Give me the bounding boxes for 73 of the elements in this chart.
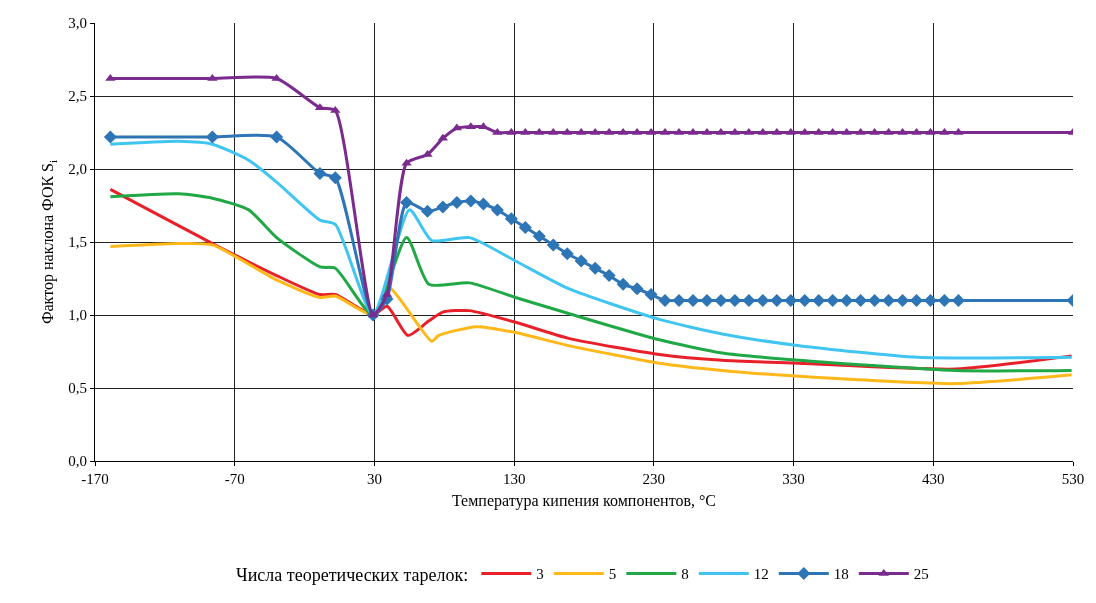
point [700, 293, 714, 307]
legend-title: Числа теоретических тарелок: [236, 564, 469, 585]
point [103, 130, 117, 144]
x-tick-label: 530 [1061, 471, 1085, 487]
x-tick-label: 230 [642, 471, 666, 487]
point [630, 282, 644, 296]
legend-label: 8 [681, 566, 689, 583]
point [812, 293, 826, 307]
point [602, 269, 616, 283]
point [490, 203, 504, 217]
y-tick-label: 0,5 [68, 380, 87, 397]
y-tick-label: 2,5 [68, 88, 87, 105]
x-tick-label: 130 [502, 471, 526, 487]
point [742, 293, 756, 307]
legend-label: 25 [913, 566, 929, 583]
point [546, 238, 560, 252]
point [937, 293, 951, 307]
x-tick-label: 30 [366, 471, 382, 487]
x-tick-label: 430 [922, 471, 945, 487]
point [896, 293, 910, 307]
point [421, 204, 435, 218]
point [784, 293, 798, 307]
x-tick-label: -170 [81, 471, 109, 487]
point [532, 229, 546, 243]
point [910, 293, 924, 307]
legend-label: 12 [753, 566, 769, 583]
line-series [108, 241, 1073, 386]
point [476, 197, 490, 211]
point [798, 293, 812, 307]
point [207, 73, 218, 81]
point [882, 293, 896, 307]
point [560, 247, 574, 261]
point [588, 261, 602, 275]
x-tick-label: -70 [224, 471, 245, 487]
point [436, 200, 450, 214]
point [504, 212, 518, 226]
x-tick-label: 330 [782, 471, 805, 487]
y-tick-label: 1,0 [68, 307, 87, 324]
x-axis-title: Температура кипения компонентов, °С [451, 491, 717, 510]
point [840, 293, 854, 307]
point [450, 196, 464, 210]
point [422, 149, 433, 157]
point [328, 171, 342, 185]
point [270, 130, 284, 144]
point [518, 220, 532, 234]
y-tick-label: 2,0 [68, 161, 87, 178]
point [313, 166, 327, 180]
point [672, 293, 686, 307]
point [205, 130, 219, 144]
legend-label: 18 [833, 566, 849, 583]
point [854, 293, 868, 307]
point [271, 73, 282, 81]
point [105, 73, 116, 81]
y-tick-label: 1,5 [68, 234, 87, 251]
legend-label: 5 [608, 566, 617, 583]
point [464, 194, 478, 208]
point [714, 293, 728, 307]
y-tick-label: 3,0 [68, 15, 87, 32]
point [686, 293, 700, 307]
point [644, 288, 658, 302]
point [868, 293, 882, 307]
point [616, 277, 630, 291]
point [826, 293, 840, 307]
point [574, 254, 588, 268]
point [770, 293, 784, 307]
point [728, 293, 742, 307]
point [658, 293, 672, 307]
legend-label: 3 [536, 566, 544, 583]
point [951, 293, 965, 307]
point [400, 196, 414, 210]
point [756, 293, 770, 307]
y-tick-label: 0,0 [68, 453, 87, 470]
point [923, 293, 937, 307]
